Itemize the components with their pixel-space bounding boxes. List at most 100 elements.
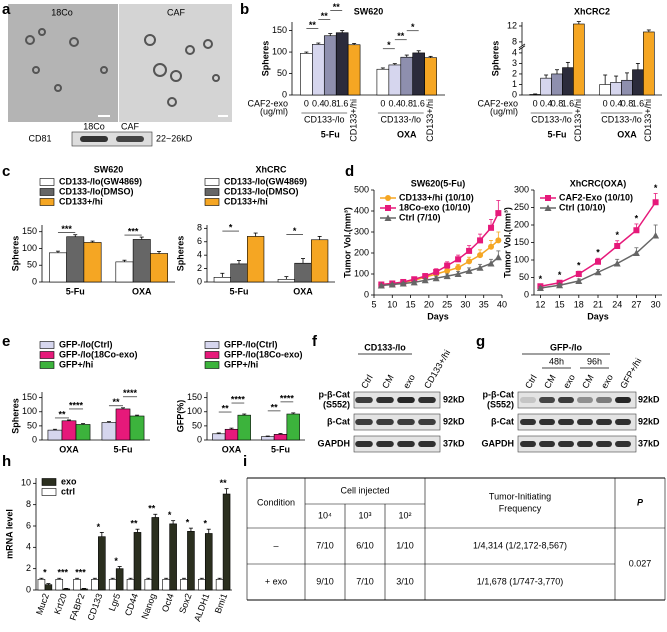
point [594, 268, 602, 276]
x-tick-label: OXA [59, 444, 79, 454]
x-tick-label: 18 [574, 299, 584, 309]
bar [62, 588, 70, 591]
x-tick-label: CD133 [85, 592, 104, 622]
band [558, 397, 574, 403]
y-tick-label: 8 [197, 223, 202, 233]
point [454, 270, 462, 277]
y-tick-label: 2 [26, 563, 31, 573]
point [444, 262, 451, 269]
legend-label: CD133+/hi [59, 196, 103, 206]
panel-label: f [312, 333, 318, 350]
bar [73, 579, 81, 591]
legend-swatch [204, 188, 220, 196]
y-axis-label: Spheres [10, 236, 20, 272]
legend-swatch [204, 351, 220, 359]
y-tick-label: 100 [22, 243, 37, 253]
bar-labels-title: CAF2-exo [247, 98, 288, 108]
point [466, 258, 473, 265]
legend-swatch [204, 178, 220, 186]
y-tick-label: 0 [364, 289, 369, 299]
y-tick-label: 3 [512, 58, 517, 68]
table-header: Cell injected [340, 485, 389, 495]
axis-break [518, 43, 526, 49]
bar [108, 579, 117, 591]
bar [376, 68, 390, 96]
point [488, 224, 495, 231]
band [539, 397, 555, 403]
point [613, 260, 621, 267]
bar-label: 0.8 [400, 98, 413, 108]
bar-label: 0.8 [324, 98, 337, 108]
row-label: (S552) [323, 399, 350, 409]
y-tick-label: 100 [514, 254, 529, 264]
panel-label: b [240, 1, 249, 18]
significance: * [596, 248, 600, 258]
bar [129, 415, 145, 441]
bar [47, 429, 63, 441]
point [455, 264, 462, 271]
y-tick-label: 200 [354, 247, 369, 257]
lane-label: CM [580, 373, 596, 390]
y-tick-label: 2 [512, 68, 517, 78]
table-header: 10² [398, 510, 411, 520]
point [495, 237, 502, 244]
band [376, 419, 394, 425]
significance: * [387, 40, 391, 50]
panel-label: a [2, 1, 11, 18]
panel-label: d [345, 163, 354, 180]
legend-swatch [39, 341, 55, 349]
blot-strip [353, 435, 441, 453]
bar-label: CD133+/hi [348, 99, 358, 142]
table-cell: 7/10 [316, 540, 334, 550]
point [422, 273, 429, 280]
image-label: CAF [167, 7, 186, 17]
significance: ** [397, 31, 405, 41]
bracket-label: CD133-/lo [601, 114, 642, 124]
row-label: (S552) [487, 399, 514, 409]
bracket-label: CD133-/lo [381, 114, 422, 124]
bar [300, 53, 313, 96]
band [520, 419, 536, 425]
significance: **** [280, 393, 295, 403]
point [443, 272, 451, 280]
bar [98, 536, 106, 591]
bar-label: 1.6 [336, 98, 349, 108]
y-axis-label: Spheres [175, 236, 185, 272]
bar-label: 0 [533, 98, 538, 108]
y-axis-label: Tumor Vol.(mm³) [502, 207, 512, 278]
point [614, 243, 621, 249]
x-tick-label: 30 [460, 299, 470, 309]
image-label: 18Co [51, 7, 73, 17]
x-tick-label: OXA [222, 444, 242, 454]
x-axis-label: Days [427, 311, 449, 321]
bar [261, 436, 275, 441]
chart-title: XhCRC2 [574, 6, 610, 16]
y-tick-label: 50 [519, 272, 529, 282]
band [80, 136, 108, 142]
lane-label: Ctrl [523, 373, 539, 390]
legend-swatch [39, 178, 55, 186]
table-cell: 1/4,314 (1/2,172-8,567) [473, 540, 567, 550]
point [377, 282, 385, 289]
series-line [381, 256, 499, 287]
y-tick-label: 6 [26, 520, 31, 530]
bar-label: CD133+/hi [573, 99, 583, 142]
y-axis-label: Spheres [260, 41, 270, 77]
bar [277, 279, 295, 283]
panel-label: e [2, 333, 10, 350]
bar-label: CD133+/hi [643, 99, 653, 142]
point [388, 281, 396, 288]
y-tick-label: 4 [26, 542, 31, 552]
x-tick-label: 5-Fu [321, 129, 340, 139]
x-tick-label: 20 [424, 299, 434, 309]
y-tick-label: 0 [197, 276, 202, 286]
legend-swatch [41, 488, 57, 496]
blot-strip [517, 413, 637, 431]
significance: ** [58, 409, 66, 419]
bar-label: 0.4 [540, 98, 553, 108]
y-tick-label: 0 [282, 89, 287, 99]
point [466, 247, 473, 254]
significance: * [293, 226, 297, 236]
table-cell: – [273, 540, 278, 550]
bracket-label: CD133-/lo [531, 114, 572, 124]
